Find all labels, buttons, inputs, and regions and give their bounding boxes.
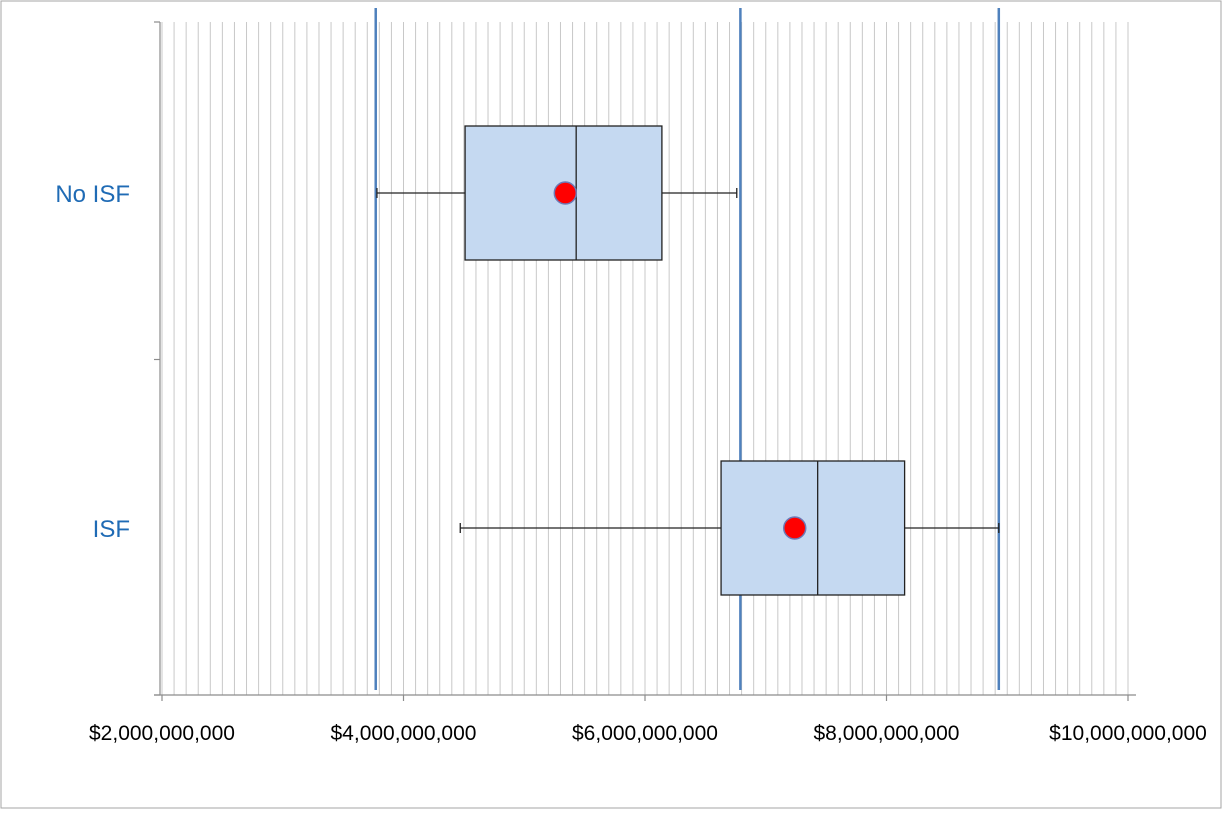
category-label: ISF: [93, 516, 130, 543]
axis-labels: No ISF ISF $2,000,000,000 $4,000,000,000 $6,…: [55, 181, 1207, 745]
box-plot-no-isf: [376, 125, 738, 261]
mean-marker: [553, 181, 578, 205]
x-tick-label: $6,000,000,000: [572, 722, 718, 745]
x-tick-label: $4,000,000,000: [331, 722, 477, 745]
mean-marker: [782, 516, 807, 540]
x-tick-label: $8,000,000,000: [814, 722, 960, 745]
category-label: No ISF: [55, 181, 130, 208]
box-iqr: [720, 460, 906, 596]
box-plot-isf: [459, 460, 1000, 596]
box-plots: [376, 125, 1000, 596]
x-tick-label: $2,000,000,000: [89, 722, 235, 745]
x-tick-label: $10,000,000,000: [1049, 722, 1207, 745]
vertical-gridlines: [161, 22, 1129, 695]
axes: [154, 21, 1136, 701]
